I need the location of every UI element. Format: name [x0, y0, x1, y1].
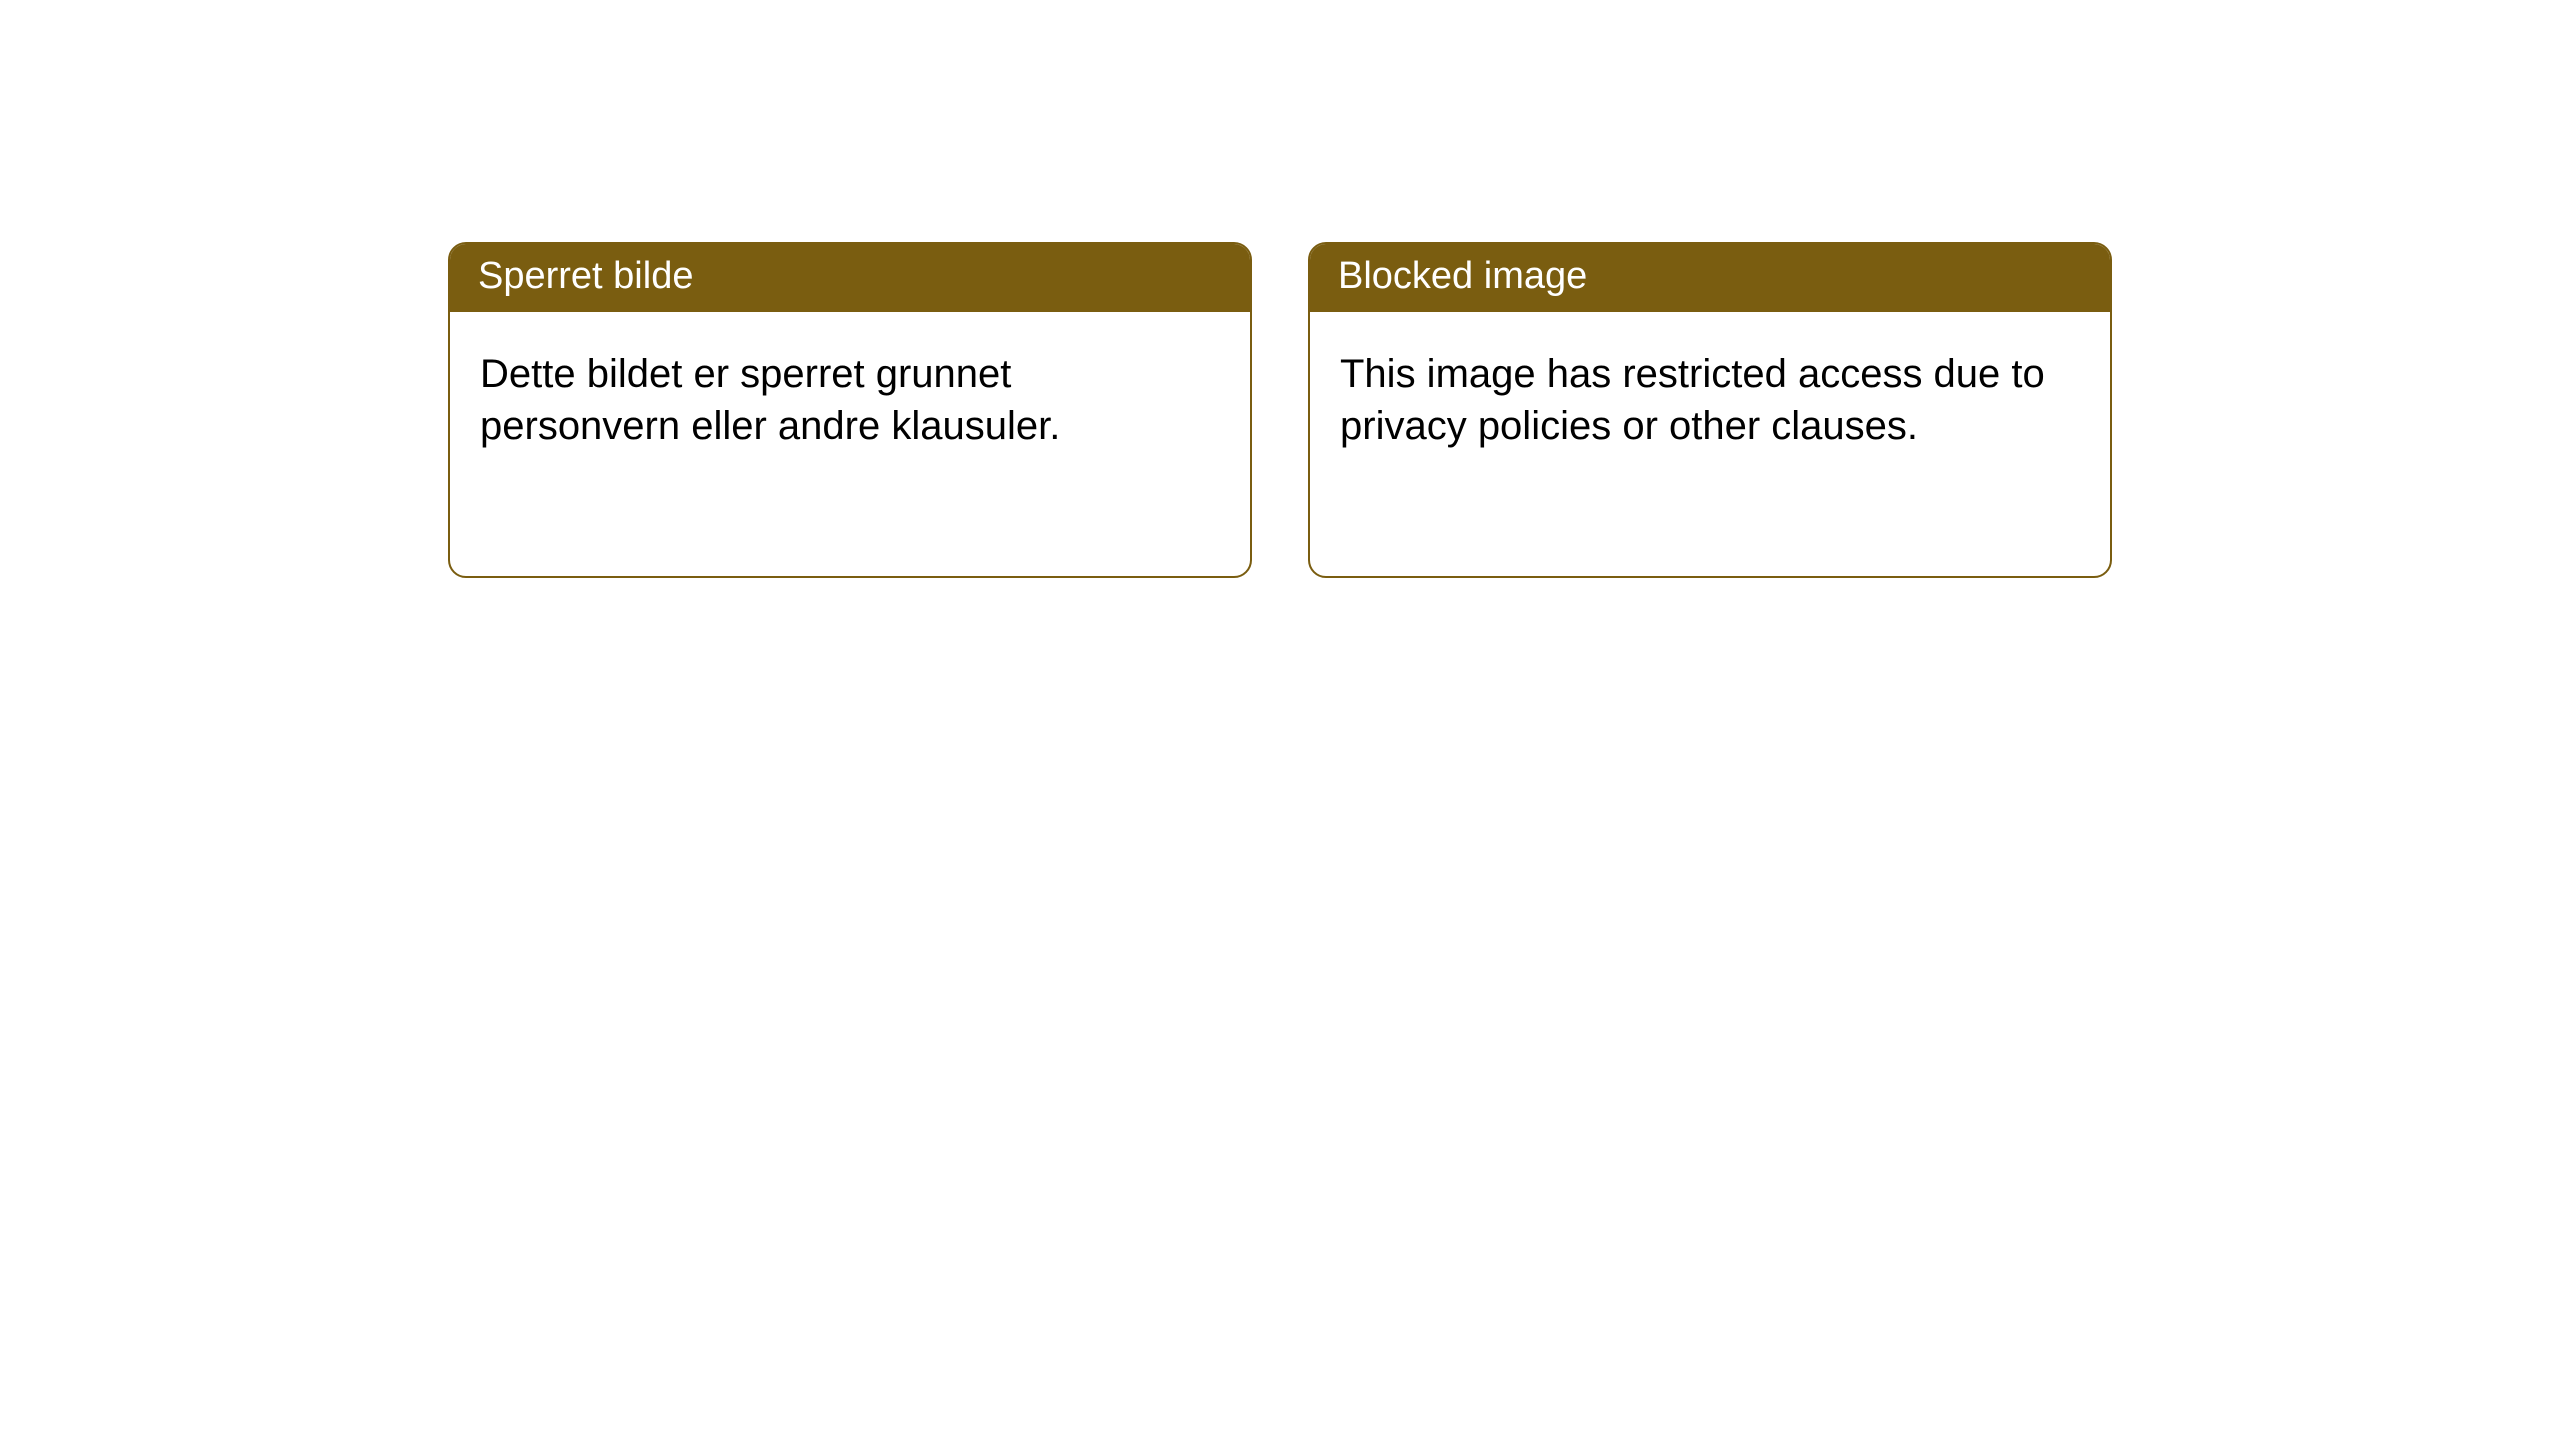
- card-message-no: Dette bildet er sperret grunnet personve…: [480, 352, 1060, 448]
- card-title-no: Sperret bilde: [478, 255, 693, 297]
- card-body-en: This image has restricted access due to …: [1310, 312, 2110, 482]
- notice-container: Sperret bilde Dette bildet er sperret gr…: [0, 0, 2560, 578]
- card-header-en: Blocked image: [1310, 244, 2110, 312]
- card-message-en: This image has restricted access due to …: [1340, 352, 2045, 448]
- blocked-image-card-no: Sperret bilde Dette bildet er sperret gr…: [448, 242, 1252, 578]
- card-header-no: Sperret bilde: [450, 244, 1250, 312]
- card-body-no: Dette bildet er sperret grunnet personve…: [450, 312, 1250, 482]
- card-title-en: Blocked image: [1338, 255, 1587, 297]
- blocked-image-card-en: Blocked image This image has restricted …: [1308, 242, 2112, 578]
